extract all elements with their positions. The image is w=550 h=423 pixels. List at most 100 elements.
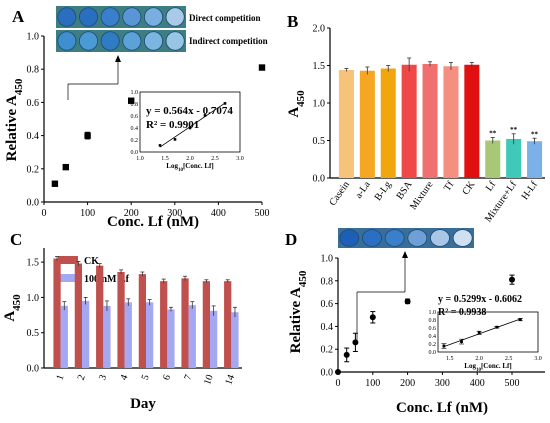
panel-b-sig-7: ** — [489, 130, 497, 138]
panel-a-inset-ytick-1: 0.2 — [131, 138, 139, 144]
panel-c-xtick-label-8: 14 — [223, 373, 237, 386]
panel-a-inset-ytick-5: 1.0 — [131, 90, 139, 96]
panel-a-xtick-label-2: 200 — [124, 208, 139, 219]
direct-well-3 — [100, 7, 120, 27]
panel-c-bar-s1-4 — [146, 302, 154, 368]
panel-a-inset-ytick-3: 0.6 — [131, 114, 139, 120]
panel-d-inset-ytick-0: 0.0 — [429, 350, 437, 356]
panel-letter-b: B — [287, 12, 298, 31]
panel-d-inset-xlabel: Log10[Conc. Lf] — [464, 362, 511, 373]
panel-d-ytick-label-3: 0.6 — [321, 299, 334, 310]
panel-a-ytick-label-3: 0.6 — [27, 98, 40, 109]
panel-b-chart: A450 0.0 0.5 1.0 1.5 2.0 Casein a-La B-Lg BSAMix… — [286, 24, 545, 224]
panel-c-bar-s1-6 — [188, 305, 196, 368]
panel-c-bar-s0-7 — [202, 281, 210, 368]
panel-b-bar-6 — [464, 64, 480, 178]
panel-d-xtick-label-5: 500 — [505, 378, 520, 389]
panel-d-chart: Relative A450 Conc. Lf (nM) y = 0.5299x … — [288, 251, 545, 416]
panel-d-inset-point-3 — [495, 325, 499, 329]
panel-b-xtick-label-3: BSA — [394, 179, 415, 202]
panel-a-connector-arrow — [115, 55, 121, 62]
panel-a-point-1 — [62, 163, 69, 171]
panel-c-bar-s1-2 — [103, 305, 111, 368]
panel-a-inset-point-0 — [158, 144, 162, 147]
panel-b-ytick-label-4: 2.0 — [313, 24, 326, 35]
panel-letter-d: D — [285, 230, 297, 249]
panel-b-xtick-label-1: a-La — [353, 179, 373, 201]
panel-b-xtick-label-4: Mixture — [408, 179, 436, 212]
panel-b-xtick-label-5: Tf — [442, 179, 457, 194]
panel-d-y-title: Relative A450 — [288, 270, 309, 353]
panel-d-strip-well-2 — [362, 229, 382, 247]
panel-b-y-title: A450 — [286, 90, 307, 118]
panel-d-inset-xtick-0: 1.5 — [446, 356, 454, 362]
panel-d-inset-fit-line — [443, 318, 521, 347]
panel-c-xtick-label-6: 7 — [182, 373, 194, 381]
panel-d-strip-well-4 — [407, 229, 428, 247]
panel-c-xtick-label-5: 6 — [161, 373, 173, 381]
panel-d-inset-point-4 — [518, 318, 522, 321]
legend-label-lf: 100 nM Lf — [84, 274, 130, 285]
panel-d-inset-point-1 — [460, 340, 463, 343]
panel-d-strip-well-6 — [452, 229, 473, 247]
panel-d-inset-xtick-3: 3.0 — [534, 356, 542, 362]
panel-a-inset-ytick-0: 0.0 — [131, 150, 139, 156]
panel-c-bar-s0-6 — [181, 278, 189, 368]
panel-a-inset-point-2 — [188, 126, 192, 130]
panel-d-inset-ytick-5: 1.0 — [429, 310, 437, 316]
panel-c-bar-s0-4 — [138, 274, 146, 368]
panel-a-point-0 — [51, 180, 59, 187]
panel-d-ytick-label-4: 0.8 — [321, 276, 334, 287]
panel-d-strip-well-5 — [430, 229, 450, 247]
panel-c-ytick-label-2: 1.0 — [27, 293, 40, 304]
panel-a-point-3 — [128, 97, 135, 104]
panel-a-inset: 1.0 1.5 2.0 2.5 3.0 0.0 0.2 0.4 0.6 0.8 1.0 Log10[C… — [131, 90, 244, 173]
direct-well-4 — [122, 7, 142, 27]
panel-d-point-1 — [343, 351, 350, 358]
panel-d-equation: y = 0.5299x - 0.6062 — [438, 294, 522, 305]
panel-letter-a: A — [12, 7, 25, 26]
panel-d-r2: R² = 0.9938 — [438, 307, 486, 318]
panel-a-r2: R² = 0.9901 — [146, 119, 199, 131]
panel-c-bar-s0-3 — [117, 272, 125, 368]
panel-d-inset: 1.5 2.0 2.5 3.0 0.0 0.2 0.4 0.6 0.8 1.0 Log10[Conc… — [429, 310, 542, 373]
panel-b-ytick-label-3: 1.5 — [313, 61, 326, 72]
panel-a-inset-point-3 — [203, 114, 207, 117]
indirect-well-1 — [57, 31, 77, 51]
panel-c-xtick-label-0: 1 — [54, 373, 66, 381]
panel-b-bar-9 — [527, 141, 543, 178]
panel-c-y-title: A450 — [2, 294, 23, 322]
panel-c-bar-s0-5 — [160, 281, 168, 368]
panel-b-bar-8 — [506, 139, 522, 178]
panel-b-xtick-label-6: CK — [460, 179, 477, 197]
panel-d-inset-ytick-2: 0.4 — [429, 334, 437, 340]
panel-c-bar-s0-1 — [74, 263, 82, 368]
panel-d-inset-ytick-4: 0.8 — [429, 318, 437, 324]
panel-d-xtick-label-1: 100 — [365, 378, 380, 389]
panel-a-inset-xtick-0: 1.0 — [136, 156, 144, 162]
panel-a-inset-xlabel: Log10[Conc. Lf] — [166, 162, 213, 173]
panel-a-point-2 — [84, 132, 91, 139]
legend-swatch-lf — [58, 274, 78, 282]
panel-a-xtick-label-4: 400 — [211, 208, 226, 219]
panel-c-bar-s0-8 — [224, 281, 232, 368]
indirect-well-3 — [100, 31, 120, 51]
legend-swatch-ck — [58, 256, 78, 264]
panel-a-y-title: Relative A450 — [4, 78, 25, 161]
panel-b-xtick-label-0: Casein — [327, 179, 352, 208]
panel-a-xtick-label-0: 0 — [42, 208, 47, 219]
panel-a-inset-fit-line — [159, 102, 226, 148]
panel-b-bar-4 — [422, 64, 438, 178]
panel-b-xtick-label-7: Lf — [484, 179, 499, 194]
panel-d-ytick-label-1: 0.2 — [321, 345, 334, 356]
panel-d-strip-well-1 — [339, 229, 360, 247]
panel-d-x-title: Conc. Lf (nM) — [396, 400, 488, 416]
panel-a-inset-xtick-3: 2.5 — [211, 156, 219, 162]
panel-c-ytick-label-1: 0.5 — [27, 328, 40, 339]
indirect-well-6 — [165, 31, 185, 51]
panel-d-ytick-label-5: 1.0 — [321, 254, 334, 265]
panel-a-inset-point-1 — [173, 138, 177, 141]
label-direct-competition: Direct competition — [189, 13, 261, 23]
panel-d-strip-well-3 — [384, 229, 405, 247]
